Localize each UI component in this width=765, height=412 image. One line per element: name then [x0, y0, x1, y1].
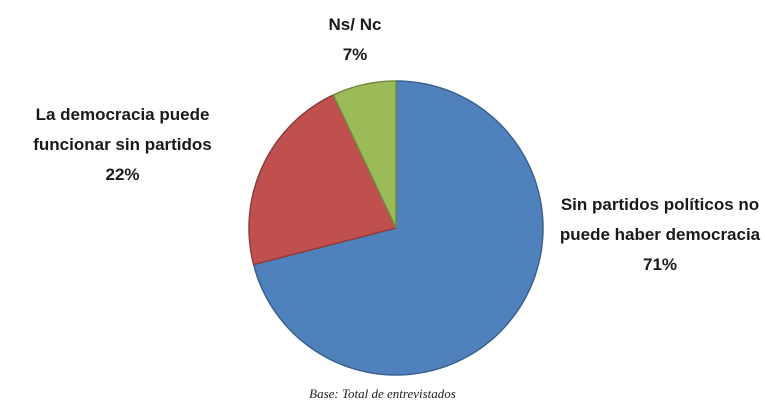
value-label: 71% [642, 255, 678, 274]
value-label: 7% [342, 45, 368, 64]
slice-label: Sin partidos políticos no puede haber de… [555, 190, 765, 280]
pie-slice [252, 80, 544, 376]
category-label: La democracia puede funcionar sin partid… [33, 105, 212, 154]
slice-label: La democracia puede funcionar sin partid… [0, 100, 245, 190]
category-label: Sin partidos políticos no puede haber de… [559, 195, 761, 244]
pie-slice [332, 80, 397, 229]
note: Base: Total de entrevistados [309, 386, 456, 401]
value-label: 22% [105, 165, 140, 184]
slice-label: Ns/ Nc 7% [300, 10, 410, 70]
category-label: Ns/ Nc [328, 15, 382, 34]
pie-slice [248, 93, 398, 266]
